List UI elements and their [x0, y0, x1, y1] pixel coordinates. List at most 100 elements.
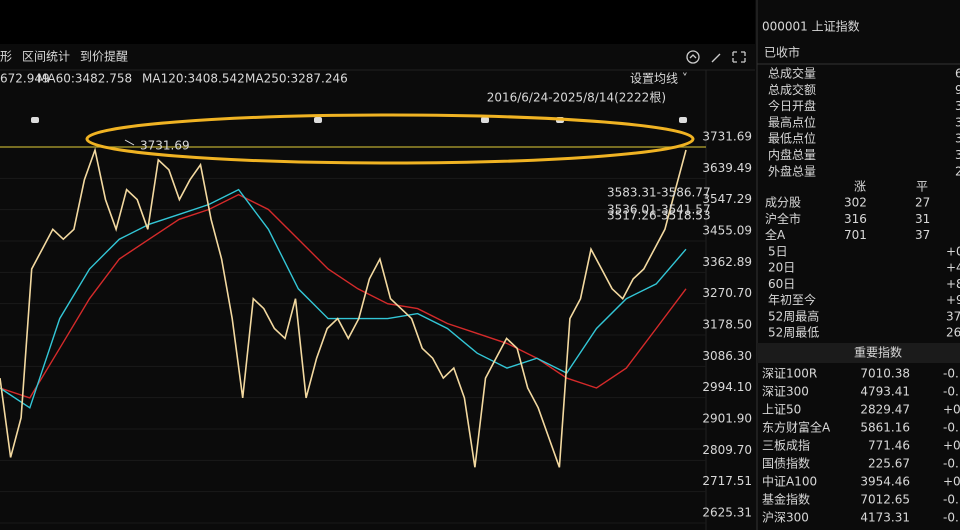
y-tick-label: 3270.70 — [702, 286, 752, 300]
index-price: 2829.47 — [860, 403, 910, 417]
breadth-header: 平 — [916, 180, 928, 194]
index-change: -0. — [943, 493, 959, 507]
index-title: 重要指数 — [854, 345, 902, 360]
stat-value: 6 — [955, 67, 960, 81]
index-name[interactable]: 沪深300 — [762, 511, 809, 525]
toolbar-icons[interactable] — [686, 50, 746, 64]
index-change: -0. — [943, 457, 959, 471]
breadth-label: 成分股 — [765, 196, 801, 210]
index-price: 225.67 — [868, 457, 910, 471]
y-tick-label: 3547.29 — [702, 192, 752, 206]
change-value: 268 — [946, 326, 960, 340]
stat-label: 外盘总量 — [768, 163, 816, 178]
stat-label: 总成交额 — [768, 82, 816, 97]
y-tick-label: 2625.31 — [702, 506, 752, 520]
stat-value: 36 — [955, 132, 960, 146]
index-name[interactable]: 中证A100 — [762, 474, 817, 489]
change-label: 20日 — [768, 261, 795, 275]
stat-value: 36 — [955, 99, 960, 113]
stat-label: 总成交量 — [768, 66, 816, 81]
index-price: 4793.41 — [860, 385, 910, 399]
level-label: 3731.69 — [140, 139, 190, 153]
ma-legend: 672.949 — [0, 72, 50, 86]
index-price: 5861.16 — [860, 421, 910, 435]
breadth-flat: 27 — [915, 196, 930, 210]
index-change: -0. — [943, 421, 959, 435]
ma-legend: MA250:3287.246 — [245, 72, 348, 86]
index-price: 7012.65 — [860, 493, 910, 507]
breadth-label: 全A — [765, 227, 786, 242]
change-value: +9 — [946, 293, 960, 307]
index-name[interactable]: 上证50 — [762, 403, 801, 417]
range-label: 2016/6/24-2025/8/14(2222根) — [487, 91, 666, 105]
change-label: 年初至今 — [768, 292, 816, 307]
highlight-ellipse — [85, 113, 695, 165]
index-change: -0. — [943, 511, 959, 525]
change-label: 52周最低 — [768, 326, 819, 340]
top-bar — [0, 0, 755, 44]
range-note: 3536.01-3541.57 — [607, 203, 711, 217]
index-name[interactable]: 基金指数 — [762, 492, 810, 507]
index-change: +0. — [943, 475, 960, 489]
y-tick-label: 2994.10 — [702, 380, 752, 394]
y-tick-label: 3362.89 — [702, 255, 752, 269]
breadth-flat: 37 — [915, 228, 930, 242]
price-line — [0, 193, 687, 399]
price-line — [0, 147, 687, 468]
index-name[interactable]: 深证300 — [762, 385, 809, 399]
breadth-up: 701 — [844, 228, 867, 242]
index-change: -0. — [943, 385, 959, 399]
index-price: 4173.31 — [860, 511, 910, 525]
y-tick-label: 2901.90 — [702, 412, 752, 426]
y-tick-label: 2809.70 — [702, 443, 752, 457]
change-label: 5日 — [768, 245, 788, 259]
index-name[interactable]: 东方财富全A — [762, 420, 831, 435]
level-pointer — [124, 139, 135, 146]
change-value: +8 — [946, 277, 960, 291]
y-tick-label: 3639.49 — [702, 161, 752, 175]
stat-label: 今日开盘 — [768, 98, 816, 113]
breadth-header: 涨 — [854, 179, 866, 194]
stat-label: 最高点位 — [768, 114, 816, 129]
change-value: +0 — [946, 245, 960, 259]
y-tick-label: 3731.69 — [702, 130, 752, 144]
breadth-up: 316 — [844, 212, 867, 226]
toolbar-tab[interactable]: 形 — [0, 50, 12, 64]
range-note: 3517.26-3518.53 — [607, 209, 711, 223]
toolbar-tab[interactable]: 到价提醒 — [80, 49, 128, 64]
index-price: 771.46 — [868, 439, 910, 453]
breadth-flat: 31 — [915, 212, 930, 226]
change-value: +4 — [946, 261, 960, 275]
change-label: 52周最高 — [768, 308, 819, 323]
ma-legend: MA120:3408.542 — [142, 72, 245, 86]
stat-value: 94 — [955, 83, 960, 97]
index-name[interactable]: 国债指数 — [762, 456, 810, 471]
price-line — [0, 188, 687, 409]
index-name[interactable]: 三板成指 — [762, 438, 810, 453]
index-change: +0. — [943, 439, 960, 453]
y-tick-label: 3086.30 — [702, 349, 752, 363]
y-tick-label: 3455.09 — [702, 224, 752, 238]
y-tick-label: 2717.51 — [702, 474, 752, 488]
ma-settings[interactable]: 设置均线 ˅ — [630, 72, 688, 86]
stat-value: 37 — [955, 115, 960, 129]
quote-status: 已收市 — [764, 45, 800, 60]
toolbar-tab[interactable]: 区间统计 — [22, 50, 70, 64]
index-header-bg — [757, 343, 960, 363]
breadth-up: 302 — [844, 196, 867, 210]
range-note: 3583.31-3586.77 — [607, 186, 711, 200]
change-value: 370 — [946, 309, 960, 323]
change-label: 60日 — [768, 277, 795, 291]
index-change: -0. — [943, 367, 959, 381]
index-name[interactable]: 深证100R — [762, 367, 817, 381]
stat-label: 最低点位 — [768, 131, 816, 146]
ma-legend: MA60:3482.758 — [37, 72, 132, 86]
index-price: 7010.38 — [860, 367, 910, 381]
stat-label: 内盘总量 — [768, 147, 816, 162]
y-tick-label: 3178.50 — [702, 318, 752, 332]
index-price: 3954.46 — [860, 475, 910, 489]
quote-title: 000001 上证指数 — [762, 19, 860, 34]
stat-value: 2 — [955, 164, 960, 178]
